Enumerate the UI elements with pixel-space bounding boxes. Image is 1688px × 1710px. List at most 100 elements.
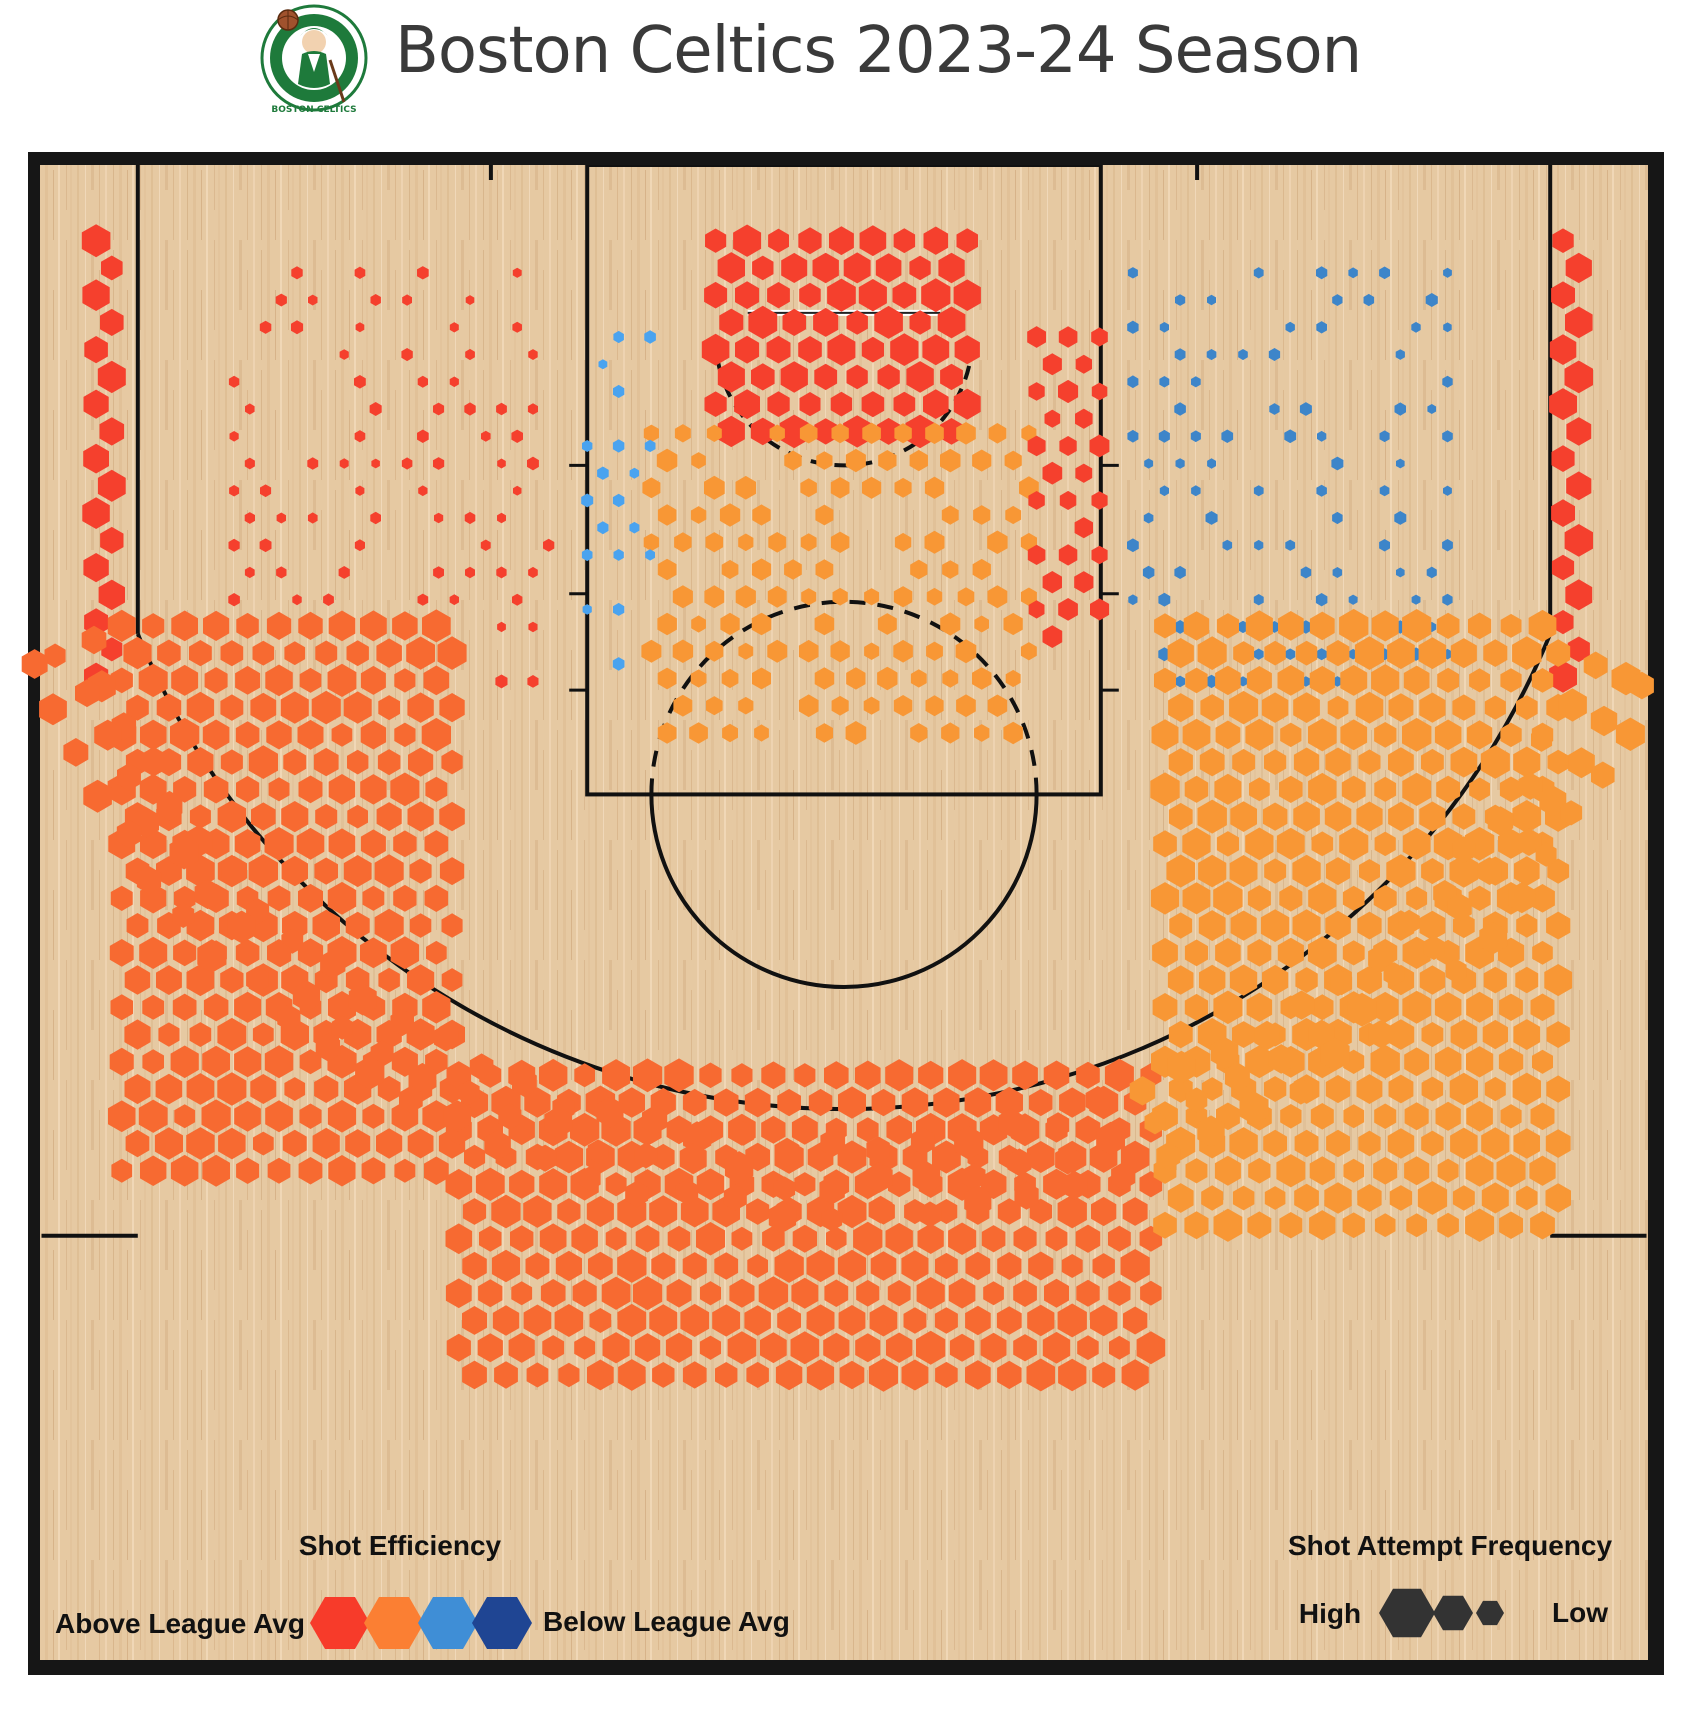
- shot-hex-three-arc: [1224, 1062, 1250, 1092]
- shot-hex-top-of-key-three: [901, 1250, 929, 1282]
- shot-hex-three-arc: [1477, 857, 1502, 885]
- shot-hex-paint-non-: [940, 448, 961, 473]
- shot-hex-right-baseline-midrange: [1285, 539, 1296, 551]
- shot-hex-left-wing-three: [439, 693, 465, 723]
- shot-hex-paint-non-: [657, 722, 677, 744]
- paint-lane: [585, 165, 1103, 797]
- shot-hex-right-wing-three: [1450, 638, 1477, 669]
- shot-hex-top-of-key-three: [1092, 1361, 1116, 1389]
- shot-hex-top-of-key-three: [1075, 1115, 1101, 1144]
- shot-hex-right-baseline-midrange: [1379, 539, 1390, 552]
- shot-hex-restricted-area: [752, 255, 774, 281]
- shot-hex-right-wing-three: [1182, 827, 1211, 861]
- shot-hex-left-baseline-midrange: [339, 458, 349, 469]
- shot-hex-left-wing-three: [220, 966, 244, 994]
- shot-hex-left-block-baseline: [644, 330, 656, 344]
- shot-hex-left-wing-three: [327, 1099, 357, 1133]
- shot-hex-left-corner-three: [83, 443, 109, 474]
- shot-hex-top-of-key-three: [1057, 1194, 1087, 1229]
- shot-hex-three-arc: [315, 1033, 341, 1062]
- shot-hex-paint-non-: [894, 423, 912, 444]
- shot-hex-left-baseline-midrange: [338, 566, 350, 579]
- shot-hex-right-wing-three: [1277, 664, 1305, 696]
- shot-hex-top-of-key-three: [837, 1194, 867, 1229]
- shot-hex-right-wing-three: [1387, 637, 1415, 670]
- shot-hex-left-baseline-midrange: [244, 512, 255, 524]
- shot-hex-left-wing-three: [327, 663, 357, 697]
- shot-hex-left-wing-three: [422, 991, 451, 1024]
- shot-hex-left-baseline-midrange: [449, 376, 459, 388]
- shot-hex-left-wing-three: [253, 1131, 274, 1156]
- shot-hex-paint-non-: [814, 612, 835, 636]
- shot-hex-top-of-key-three: [887, 1280, 911, 1307]
- shot-hex-left-baseline-midrange: [401, 348, 413, 362]
- shot-hex-paint-non-: [893, 695, 913, 717]
- hexbin-layer: [21, 224, 1654, 1392]
- shot-hex-three-arc: [21, 649, 48, 679]
- shot-hex-top-of-key-three: [587, 1359, 614, 1391]
- shot-hex-left-wing-three: [297, 719, 324, 750]
- shot-hex-right-wing-three: [1513, 856, 1540, 886]
- shot-hex-right-wing-three: [1419, 910, 1446, 941]
- shot-hex-right-wing-three: [1466, 1046, 1494, 1078]
- shot-hex-paint-non-: [705, 532, 724, 553]
- shot-hex-top-of-key-three: [948, 1222, 977, 1255]
- shot-hex-restricted-area: [733, 224, 762, 257]
- shot-hex-right-wing-three: [1354, 636, 1385, 670]
- shot-hex-top-of-key-three: [462, 1198, 487, 1225]
- shot-hex-right-wing-three: [1166, 854, 1196, 888]
- shot-hex-left-baseline-midrange: [370, 294, 381, 306]
- shot-hex-left-baseline-midrange: [229, 431, 239, 442]
- shot-hex-right-wing-three: [1437, 1158, 1459, 1183]
- shot-hex-three-arc: [320, 949, 346, 979]
- shot-hex-three-arc: [1531, 727, 1553, 752]
- shot-hex-right-wing-three: [1325, 1075, 1351, 1104]
- shot-hex-right-wing-three: [1546, 1021, 1570, 1048]
- shot-hex-right-wing-three: [1324, 801, 1352, 832]
- shot-hex-right-wing-three: [1484, 1076, 1506, 1102]
- shot-hex-top-of-key-three: [1090, 1304, 1118, 1337]
- shot-hex-right-wing-three: [1547, 749, 1569, 775]
- shot-hex-right-baseline-midrange: [1174, 565, 1186, 579]
- shot-hex-three-arc: [408, 1062, 437, 1096]
- shot-hex-top-of-key-three: [808, 1088, 833, 1117]
- shot-hex-three-arc: [533, 1144, 557, 1172]
- shot-hex-left-baseline-midrange: [259, 538, 272, 553]
- shot-hex-right-wing-three: [1167, 638, 1194, 669]
- shot-hex-right-baseline-midrange: [1426, 566, 1437, 579]
- shot-hex-left-corner-three: [84, 336, 108, 364]
- shot-hex-right-wing-three: [1214, 1155, 1241, 1186]
- shot-hex-top-of-key-three: [761, 1115, 786, 1144]
- shot-hex-left-baseline-midrange: [464, 402, 476, 416]
- shot-hex-top-of-key-three: [1075, 1224, 1101, 1253]
- shot-hex-three-arc: [44, 643, 66, 668]
- shot-hex-right-wing-three: [1245, 1045, 1274, 1079]
- shot-hex-paint-non-: [1004, 450, 1022, 471]
- shot-hex-left-wing-three: [362, 1103, 385, 1129]
- shot-hex-left-wing-three: [360, 665, 386, 695]
- shot-hex-paint-non-: [721, 559, 739, 580]
- shot-hex-paint-non-: [689, 722, 708, 744]
- shot-hex-right-block: [1058, 379, 1079, 404]
- shot-hex-right-wing-three: [1481, 1127, 1510, 1160]
- shot-hex-left-wing-three: [170, 717, 200, 752]
- shot-hex-paint-non-: [832, 587, 848, 606]
- legend-above-label: Above League Avg: [55, 1608, 305, 1639]
- shot-hex-left-wing-three: [360, 720, 387, 750]
- shot-hex-paint-non-: [894, 532, 912, 552]
- shot-hex-restricted-area: [923, 389, 949, 419]
- shot-hex-left-baseline-midrange: [512, 593, 523, 606]
- shot-hex-left-baseline-midrange: [465, 348, 475, 361]
- shot-hex-three-arc: [117, 763, 141, 791]
- shot-hex-three-arc: [868, 1195, 893, 1224]
- shot-hex-three-arc: [1330, 970, 1353, 996]
- shot-hex-left-wing-three: [186, 964, 215, 997]
- shot-hex-left-corner-three: [81, 224, 111, 258]
- legend-frequency-title: Shot Attempt Frequency: [1288, 1530, 1613, 1561]
- shot-hex-right-wing-three: [1197, 636, 1227, 670]
- shot-hex-right-wing-three: [1402, 717, 1432, 752]
- shot-hex-restricted-area: [937, 306, 966, 339]
- shot-hex-right-wing-three: [1434, 1046, 1462, 1078]
- shot-hex-right-wing-three: [1214, 773, 1242, 805]
- shot-hex-right-wing-three: [1264, 640, 1286, 666]
